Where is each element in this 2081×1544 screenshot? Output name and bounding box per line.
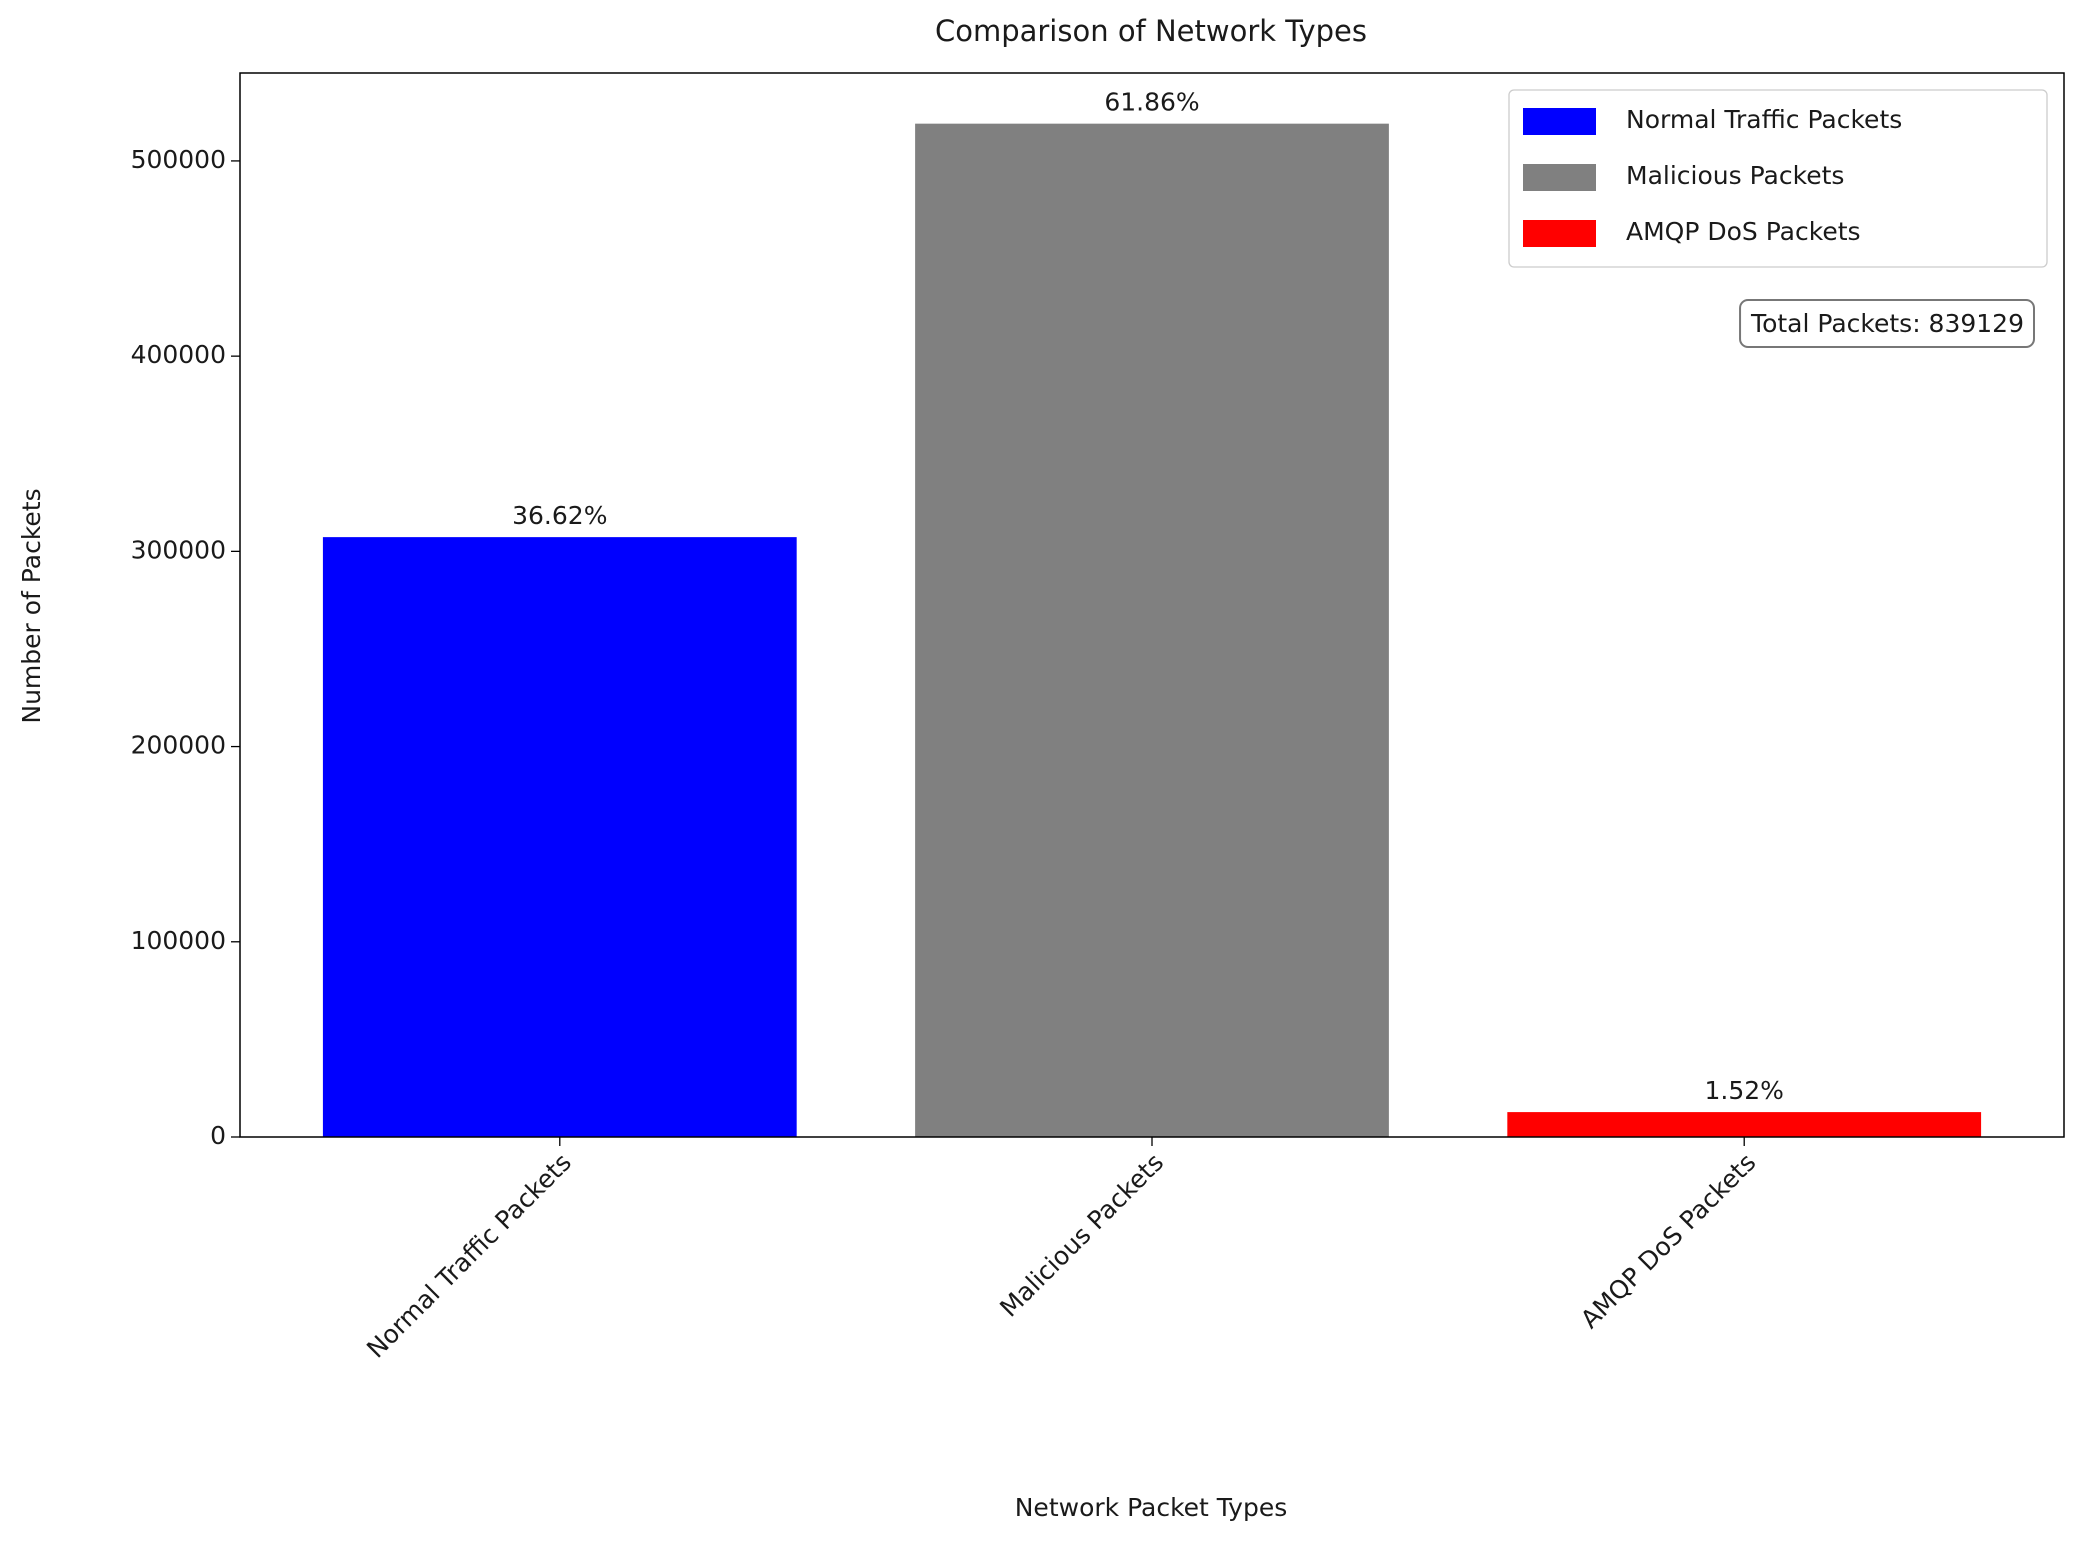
y-tick-label: 300000 <box>131 535 226 564</box>
y-tick-label: 0 <box>210 1121 226 1150</box>
value-label: 61.86% <box>1104 88 1199 117</box>
x-tick-label: Malicious Packets <box>994 1148 1169 1323</box>
value-label: 36.62% <box>512 501 607 530</box>
x-axis-label: Network Packet Types <box>1015 1493 1288 1522</box>
chart-title: Comparison of Network Types <box>935 14 1367 48</box>
legend-box <box>1508 89 2048 268</box>
y-tick-label: 500000 <box>131 145 226 174</box>
annotation-box <box>1739 299 2035 348</box>
legend-swatch <box>1523 108 1596 135</box>
legend-label: Normal Traffic Packets <box>1626 105 1902 134</box>
value-label: 1.52% <box>1704 1076 1783 1105</box>
legend-label: Malicious Packets <box>1626 161 1844 190</box>
bar <box>1507 1112 1982 1137</box>
bar <box>322 537 797 1137</box>
y-tick-label: 200000 <box>131 731 226 760</box>
annotation: Total Packets: 839129 <box>1750 309 2024 338</box>
y-tick-label: 100000 <box>131 926 226 955</box>
legend-swatch <box>1523 220 1596 247</box>
y-axis-label: Number of Packets <box>17 488 46 723</box>
legend-label: AMQP DoS Packets <box>1626 217 1861 246</box>
y-tick-label: 400000 <box>131 340 226 369</box>
bar <box>915 123 1389 1137</box>
plot-frame <box>239 72 2065 1138</box>
x-tick-label: AMQP DoS Packets <box>1575 1148 1761 1334</box>
x-tick-label: Normal Traffic Packets <box>361 1148 577 1364</box>
legend-swatch <box>1523 164 1596 191</box>
